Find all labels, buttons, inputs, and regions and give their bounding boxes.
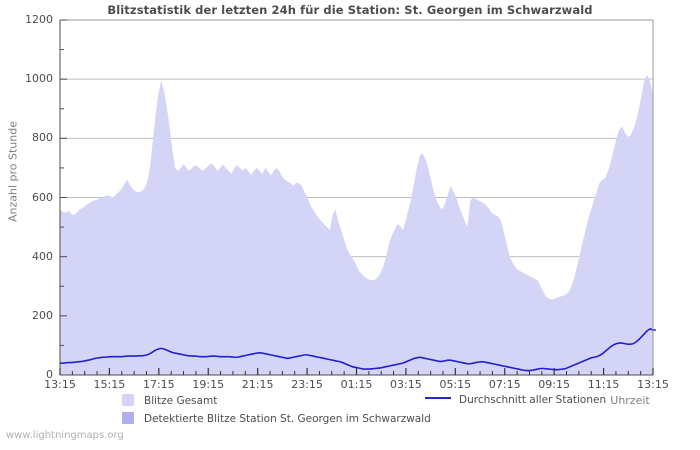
legend-item-detected: Detektierte Blitze Station St. Georgen i… bbox=[122, 412, 431, 425]
y-tick-label: 400 bbox=[32, 249, 53, 263]
y-tick-label: 600 bbox=[32, 190, 53, 204]
legend-label-total: Blitze Gesamt bbox=[144, 395, 218, 407]
legend-line-average bbox=[425, 397, 451, 399]
x-tick-label: 01:15 bbox=[340, 378, 373, 391]
x-tick-label: 17:15 bbox=[142, 378, 175, 391]
x-tick-label: 03:15 bbox=[390, 378, 422, 391]
y-tick-label: 200 bbox=[32, 308, 53, 322]
x-tick-label: 23:15 bbox=[291, 378, 323, 391]
chart-title: Blitzstatistik der letzten 24h für die S… bbox=[107, 3, 593, 17]
y-tick-label: 1200 bbox=[25, 13, 53, 26]
legend-item-average: Durchschnitt aller Stationen bbox=[425, 394, 606, 406]
x-tick-label: 19:15 bbox=[192, 378, 225, 391]
y-tick-label: 800 bbox=[32, 131, 53, 145]
x-tick-label: 07:15 bbox=[488, 378, 521, 391]
legend-item-total: Blitze Gesamt bbox=[122, 394, 217, 407]
x-tick-label: 11:15 bbox=[587, 378, 620, 391]
legend-swatch-detected bbox=[122, 412, 134, 424]
x-tick-label: 21:15 bbox=[241, 378, 274, 391]
x-tick-label: 05:15 bbox=[439, 378, 472, 391]
legend-label-average: Durchschnitt aller Stationen bbox=[459, 394, 607, 406]
x-axis-label: Uhrzeit bbox=[610, 394, 650, 407]
x-tick-label: 13:15 bbox=[44, 378, 76, 391]
x-tick-label: 09:15 bbox=[538, 378, 570, 391]
legend-label-detected: Detektierte Blitze Station St. Georgen i… bbox=[144, 413, 431, 425]
x-tick-label: 13:15 bbox=[637, 378, 669, 391]
footer-url: www.lightningmaps.org bbox=[6, 430, 124, 441]
y-axis-ticks: 0 200 400 600 800 1000 1200 bbox=[0, 0, 53, 450]
y-tick-label: 0 bbox=[46, 368, 53, 381]
legend-swatch-total bbox=[122, 394, 134, 406]
y-tick-label: 1000 bbox=[25, 72, 53, 86]
x-tick-label: 15:15 bbox=[93, 378, 126, 391]
